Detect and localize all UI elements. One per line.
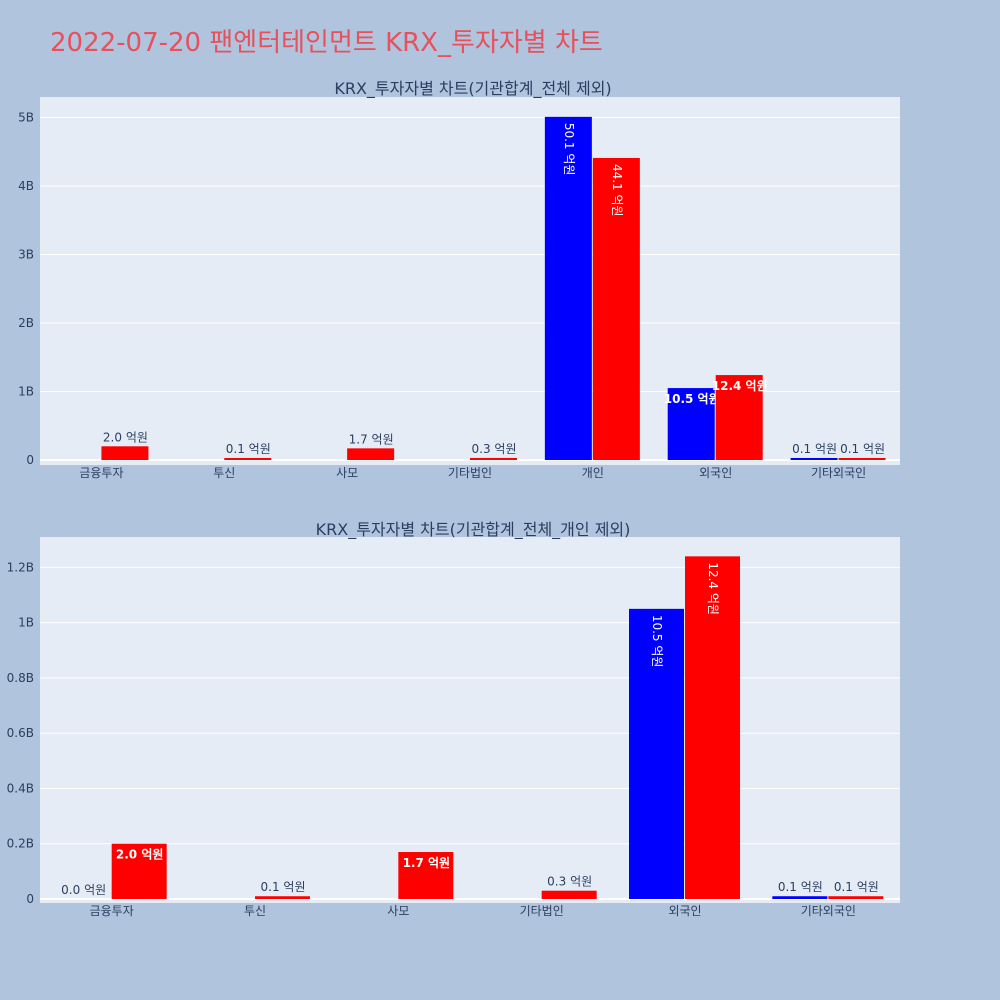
y-tick-label: 0.2B (7, 837, 34, 851)
bar (470, 457, 517, 460)
y-tick-label: 4B (18, 179, 34, 193)
data-label: 12.4 억원 (706, 562, 720, 615)
x-tick-label: 외국인 (699, 466, 732, 480)
bar (255, 896, 310, 899)
x-tick-label: 기타법인 (520, 904, 564, 918)
page-title: 2022-07-20 팬엔터테인먼트 KRX_투자자별 차트 (50, 28, 603, 58)
y-tick-label: 0.4B (7, 781, 34, 795)
data-label: 0.1 억원 (834, 880, 879, 894)
data-label: 10.5 억원 (650, 615, 664, 668)
bar (541, 890, 597, 899)
data-label: 50.1 억원 (562, 123, 576, 176)
x-tick-label: 사모 (336, 466, 358, 480)
x-tick-label: 기타법인 (448, 466, 492, 480)
x-tick-label: 외국인 (668, 904, 701, 918)
bar (544, 116, 592, 460)
chart-title: KRX_투자자별 차트(기관합계_전체_개인 제외) (316, 520, 631, 540)
bar (667, 388, 715, 460)
y-tick-label: 5B (18, 111, 34, 125)
y-tick-label: 0 (26, 453, 34, 467)
y-tick-label: 3B (18, 248, 34, 262)
bar (828, 896, 884, 899)
y-tick-label: 0.8B (7, 671, 34, 685)
bar (629, 608, 684, 899)
x-tick-label: 기타외국인 (801, 904, 856, 918)
plot-area (40, 97, 900, 465)
data-label: 1.7 억원 (403, 856, 451, 870)
x-tick-label: 금융투자 (90, 904, 134, 918)
bar (685, 556, 740, 899)
bar (347, 448, 395, 460)
data-label: 44.1 억원 (610, 164, 624, 217)
y-tick-label: 2B (18, 316, 34, 330)
x-tick-label: 기타외국인 (811, 466, 866, 480)
bar (111, 843, 167, 899)
chart-title: KRX_투자자별 차트(기관합계_전체 제외) (334, 79, 611, 99)
y-tick-label: 0 (26, 892, 34, 906)
x-tick-label: 투신 (213, 466, 235, 480)
x-tick-label: 투신 (244, 904, 266, 918)
bar (101, 446, 149, 460)
y-tick-label: 1.2B (7, 560, 34, 574)
chart-2: 0 0.2B 0.4B 0.6B 0.8B 1B 1.2B KRX_투자자별 차트(기관합계_… (7, 520, 900, 918)
bar (715, 375, 763, 460)
y-tick-label: 1B (18, 616, 34, 630)
bar (592, 157, 640, 460)
bar (838, 458, 886, 460)
data-label: 0.1 억원 (792, 442, 837, 456)
data-label: 0.3 억원 (547, 875, 592, 889)
x-tick-label: 개인 (582, 466, 604, 480)
data-label: 0.1 억원 (778, 880, 823, 894)
data-label: 2.0 억원 (116, 848, 164, 862)
bar (772, 896, 828, 899)
chart-1: 0 1B 2B 3B 4B 5B KRX_투자자별 차트(기관합계_전체 제외) 금융투자 2.… (18, 79, 900, 480)
bar (398, 852, 454, 899)
bar (224, 458, 272, 460)
data-label: 12.4 억원 (712, 379, 768, 393)
data-label: 1.7 억원 (349, 432, 394, 446)
x-tick-label: 금융투자 (79, 466, 123, 480)
data-label: 0.1 억원 (261, 880, 306, 894)
y-tick-label: 1B (18, 385, 34, 399)
data-label: 0.0 억원 (61, 883, 106, 897)
y-tick-label: 0.6B (7, 726, 34, 740)
data-label: 10.5 억원 (664, 392, 720, 406)
data-label: 2.0 억원 (103, 430, 148, 444)
data-label: 0.1 억원 (840, 442, 885, 456)
data-label: 0.3 억원 (472, 442, 517, 456)
data-label: 0.1 억원 (226, 442, 271, 456)
bar (790, 458, 838, 460)
plot-area (40, 537, 900, 903)
x-tick-label: 사모 (387, 904, 409, 918)
